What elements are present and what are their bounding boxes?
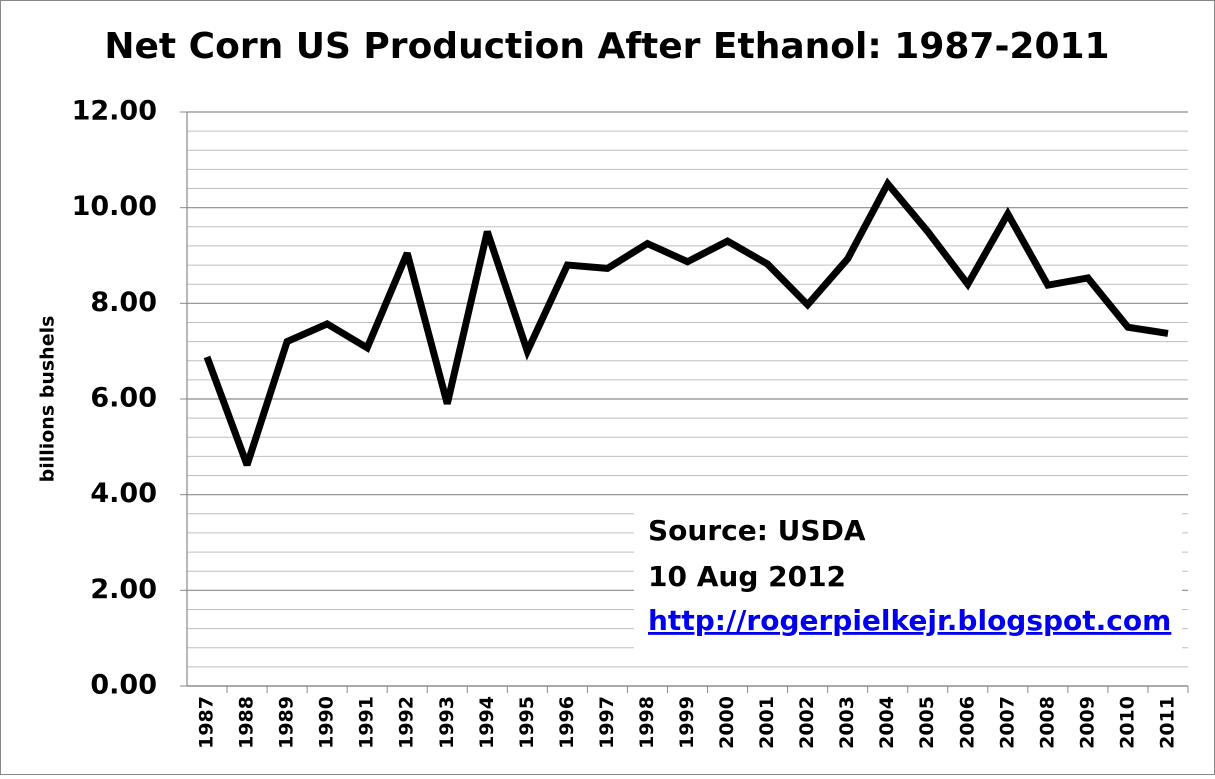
x-tick-label: 2008	[1036, 696, 1058, 749]
x-tick-label: 1994	[476, 696, 498, 749]
annotation-source: Source: USDA	[648, 514, 866, 547]
x-tick-label: 1995	[516, 696, 538, 749]
x-tick-label: 2006	[956, 696, 978, 749]
x-tick-label: 1987	[196, 696, 218, 749]
plot	[203, 177, 1169, 467]
x-tick-label: 1988	[236, 696, 258, 749]
x-tick-label: 2005	[916, 696, 938, 749]
y-tick-label: 12.00	[72, 96, 157, 127]
x-tick-label: 2001	[756, 696, 778, 749]
line-series	[203, 177, 1169, 467]
x-tick-label: 1997	[596, 696, 618, 749]
chart-title: Net Corn US Production After Ethanol: 19…	[104, 26, 1109, 67]
x-tick-label: 1993	[436, 696, 458, 749]
y-tick-label: 8.00	[90, 287, 157, 318]
x-tick-label: 2000	[716, 696, 738, 749]
x-tick-label: 2009	[1076, 696, 1098, 749]
x-tick-label: 2003	[836, 696, 858, 749]
grid	[180, 111, 1189, 693]
x-tick-label: 1998	[636, 696, 658, 749]
y-tick-label: 6.00	[90, 383, 157, 414]
y-tick-label: 10.00	[72, 191, 157, 222]
x-tick-label: 2010	[1116, 696, 1138, 749]
y-tick-label: 4.00	[90, 478, 157, 509]
annotation-box	[634, 508, 1182, 650]
y-axis-label: billions bushels	[37, 316, 59, 483]
y-tick-label: 2.00	[90, 574, 157, 605]
annotation-date: 10 Aug 2012	[648, 560, 846, 593]
x-tick-label: 2004	[876, 696, 898, 749]
annotation-link[interactable]: http://rogerpielkejr.blogspot.com	[648, 604, 1171, 637]
x-tick-label: 1996	[556, 696, 578, 749]
x-tick-label: 1991	[356, 696, 378, 749]
x-tick-label: 2011	[1156, 696, 1178, 749]
x-tick-label: 2002	[796, 696, 818, 749]
y-tick-label: 0.00	[90, 670, 157, 701]
x-tick-label: 2007	[996, 696, 1018, 749]
x-tick-label: 1990	[316, 696, 338, 749]
x-tick-label: 1999	[676, 696, 698, 749]
x-tick-label: 1989	[276, 696, 298, 749]
x-tick-label: 1992	[396, 696, 418, 749]
